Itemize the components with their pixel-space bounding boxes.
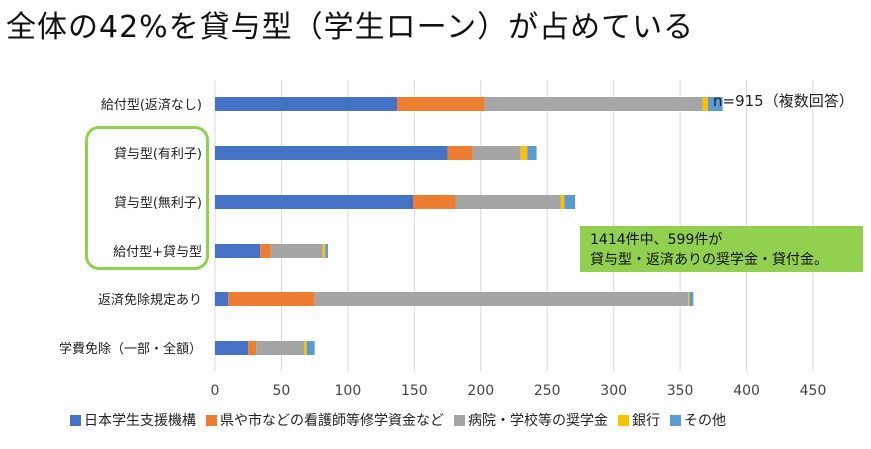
x-tick-label-6: 300 — [600, 383, 627, 399]
category-label-3: 給付型+貸与型 — [113, 244, 202, 260]
legend-item-1: 県や市などの看護師等修学資金など — [206, 410, 444, 430]
legend-label-1: 県や市などの看護師等修学資金など — [220, 413, 444, 429]
x-tick-label-5: 250 — [534, 383, 561, 399]
bar-0-series-4 — [708, 97, 723, 111]
x-tick-label-7: 350 — [667, 383, 694, 399]
bar-2-series-4 — [564, 195, 576, 209]
loan-group-highlight-box — [85, 126, 209, 270]
bar-1-series-2 — [472, 146, 521, 160]
bar-1-series-4 — [527, 146, 537, 160]
bar-4-series-4 — [689, 292, 694, 306]
bar-0-series-2 — [484, 97, 703, 111]
bar-0-series-0 — [215, 97, 398, 111]
x-tick-label-3: 150 — [401, 383, 428, 399]
legend-label-2: 病院・学校等の奨学金 — [468, 413, 608, 429]
bar-5-series-3 — [304, 341, 307, 355]
callout-box: 1414件中、599件が 貸与型・返済ありの奨学金・貸付金。 — [580, 226, 863, 272]
bar-1-series-1 — [447, 146, 473, 160]
legend-label-4: その他 — [684, 413, 726, 429]
bar-2-series-3 — [560, 195, 565, 209]
legend-label-0: 日本学生支援機構 — [84, 413, 196, 429]
x-tick-label-9: 450 — [800, 383, 827, 399]
bar-1-series-0 — [215, 146, 448, 160]
bar-5-series-1 — [248, 341, 257, 355]
callout-line-1: 1414件中、599件が — [590, 232, 723, 248]
bar-5-series-2 — [256, 341, 305, 355]
bar-5-series-0 — [215, 341, 249, 355]
bar-1-series-3 — [520, 146, 528, 160]
legend-item-3: 銀行 — [618, 410, 660, 430]
x-tick-label-4: 200 — [467, 383, 494, 399]
legend-item-2: 病院・学校等の奨学金 — [454, 410, 608, 430]
category-label-2: 貸与型(無利子) — [114, 195, 202, 211]
legend-label-3: 銀行 — [632, 413, 660, 429]
x-tick-label-8: 400 — [733, 383, 760, 399]
category-label-5: 学費免除（一部・全額） — [59, 341, 202, 357]
category-label-1: 貸与型(有利子) — [114, 146, 202, 162]
legend-swatch-3 — [618, 414, 629, 426]
legend-item-0: 日本学生支援機構 — [70, 410, 196, 430]
bar-3-series-3 — [322, 244, 326, 258]
category-label-4: 返済免除規定あり — [98, 292, 202, 308]
legend-swatch-4 — [670, 414, 681, 426]
sample-size-note: n=915（複数回答） — [713, 92, 854, 110]
bar-2-series-0 — [215, 195, 414, 209]
bar-3-series-1 — [260, 244, 271, 258]
bar-2-series-1 — [413, 195, 456, 209]
x-tick-label-2: 100 — [335, 383, 362, 399]
bar-3-series-4 — [325, 244, 328, 258]
category-label-0: 給付型(返済なし) — [101, 97, 202, 113]
chart-title: 全体の42%を貸与型（学生ローン）が占めている — [6, 10, 695, 45]
bar-3-series-0 — [215, 244, 261, 258]
bar-5-series-4 — [306, 341, 315, 355]
x-tick-label-1: 50 — [273, 383, 291, 399]
legend-item-4: その他 — [670, 410, 726, 430]
x-tick-label-0: 0 — [211, 383, 220, 399]
bar-3-series-2 — [270, 244, 323, 258]
bar-4-series-2 — [314, 292, 689, 306]
bar-4-series-0 — [215, 292, 229, 306]
bar-0-series-3 — [702, 97, 709, 111]
bar-4-series-1 — [228, 292, 315, 306]
bar-4-series-3 — [688, 292, 690, 306]
chart-legend: 日本学生支援機構 県や市などの看護師等修学資金など 病院・学校等の奨学金 銀行 その他 — [70, 409, 736, 431]
bar-0-series-1 — [397, 97, 485, 111]
legend-swatch-0 — [70, 414, 81, 426]
callout-line-2: 貸与型・返済ありの奨学金・貸付金。 — [590, 252, 828, 268]
legend-swatch-1 — [206, 414, 217, 426]
legend-swatch-2 — [454, 414, 465, 426]
bar-2-series-2 — [455, 195, 561, 209]
